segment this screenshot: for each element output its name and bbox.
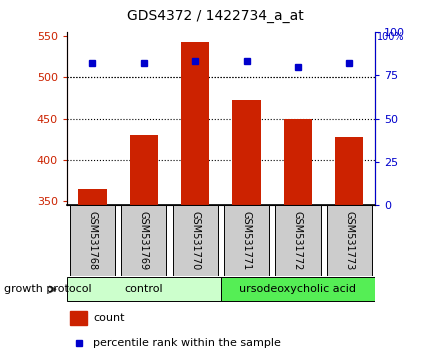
Bar bbox=[67, 278, 221, 301]
Text: growth protocol: growth protocol bbox=[4, 284, 92, 295]
Bar bbox=[129, 135, 158, 205]
Bar bbox=[326, 205, 371, 276]
Text: control: control bbox=[124, 284, 163, 295]
Text: 100%: 100% bbox=[376, 32, 404, 42]
Bar bbox=[275, 205, 320, 276]
Bar bbox=[181, 42, 209, 205]
Text: GSM531771: GSM531771 bbox=[241, 211, 251, 270]
Text: GSM531768: GSM531768 bbox=[87, 211, 97, 270]
Text: GSM531773: GSM531773 bbox=[344, 211, 353, 270]
Bar bbox=[224, 205, 269, 276]
Bar bbox=[78, 189, 106, 205]
Bar bbox=[70, 205, 115, 276]
Text: GDS4372 / 1422734_a_at: GDS4372 / 1422734_a_at bbox=[127, 9, 303, 23]
Bar bbox=[335, 137, 362, 205]
Bar bbox=[283, 119, 311, 205]
Bar bbox=[220, 278, 374, 301]
Bar bbox=[70, 312, 86, 325]
Text: GSM531772: GSM531772 bbox=[292, 211, 302, 270]
Text: GSM531770: GSM531770 bbox=[190, 211, 200, 270]
Bar bbox=[172, 205, 217, 276]
Bar bbox=[121, 205, 166, 276]
Text: count: count bbox=[93, 313, 124, 323]
Text: ursodeoxycholic acid: ursodeoxycholic acid bbox=[239, 284, 356, 295]
Text: percentile rank within the sample: percentile rank within the sample bbox=[93, 338, 280, 348]
Bar bbox=[232, 101, 260, 205]
Text: GSM531769: GSM531769 bbox=[138, 211, 148, 270]
